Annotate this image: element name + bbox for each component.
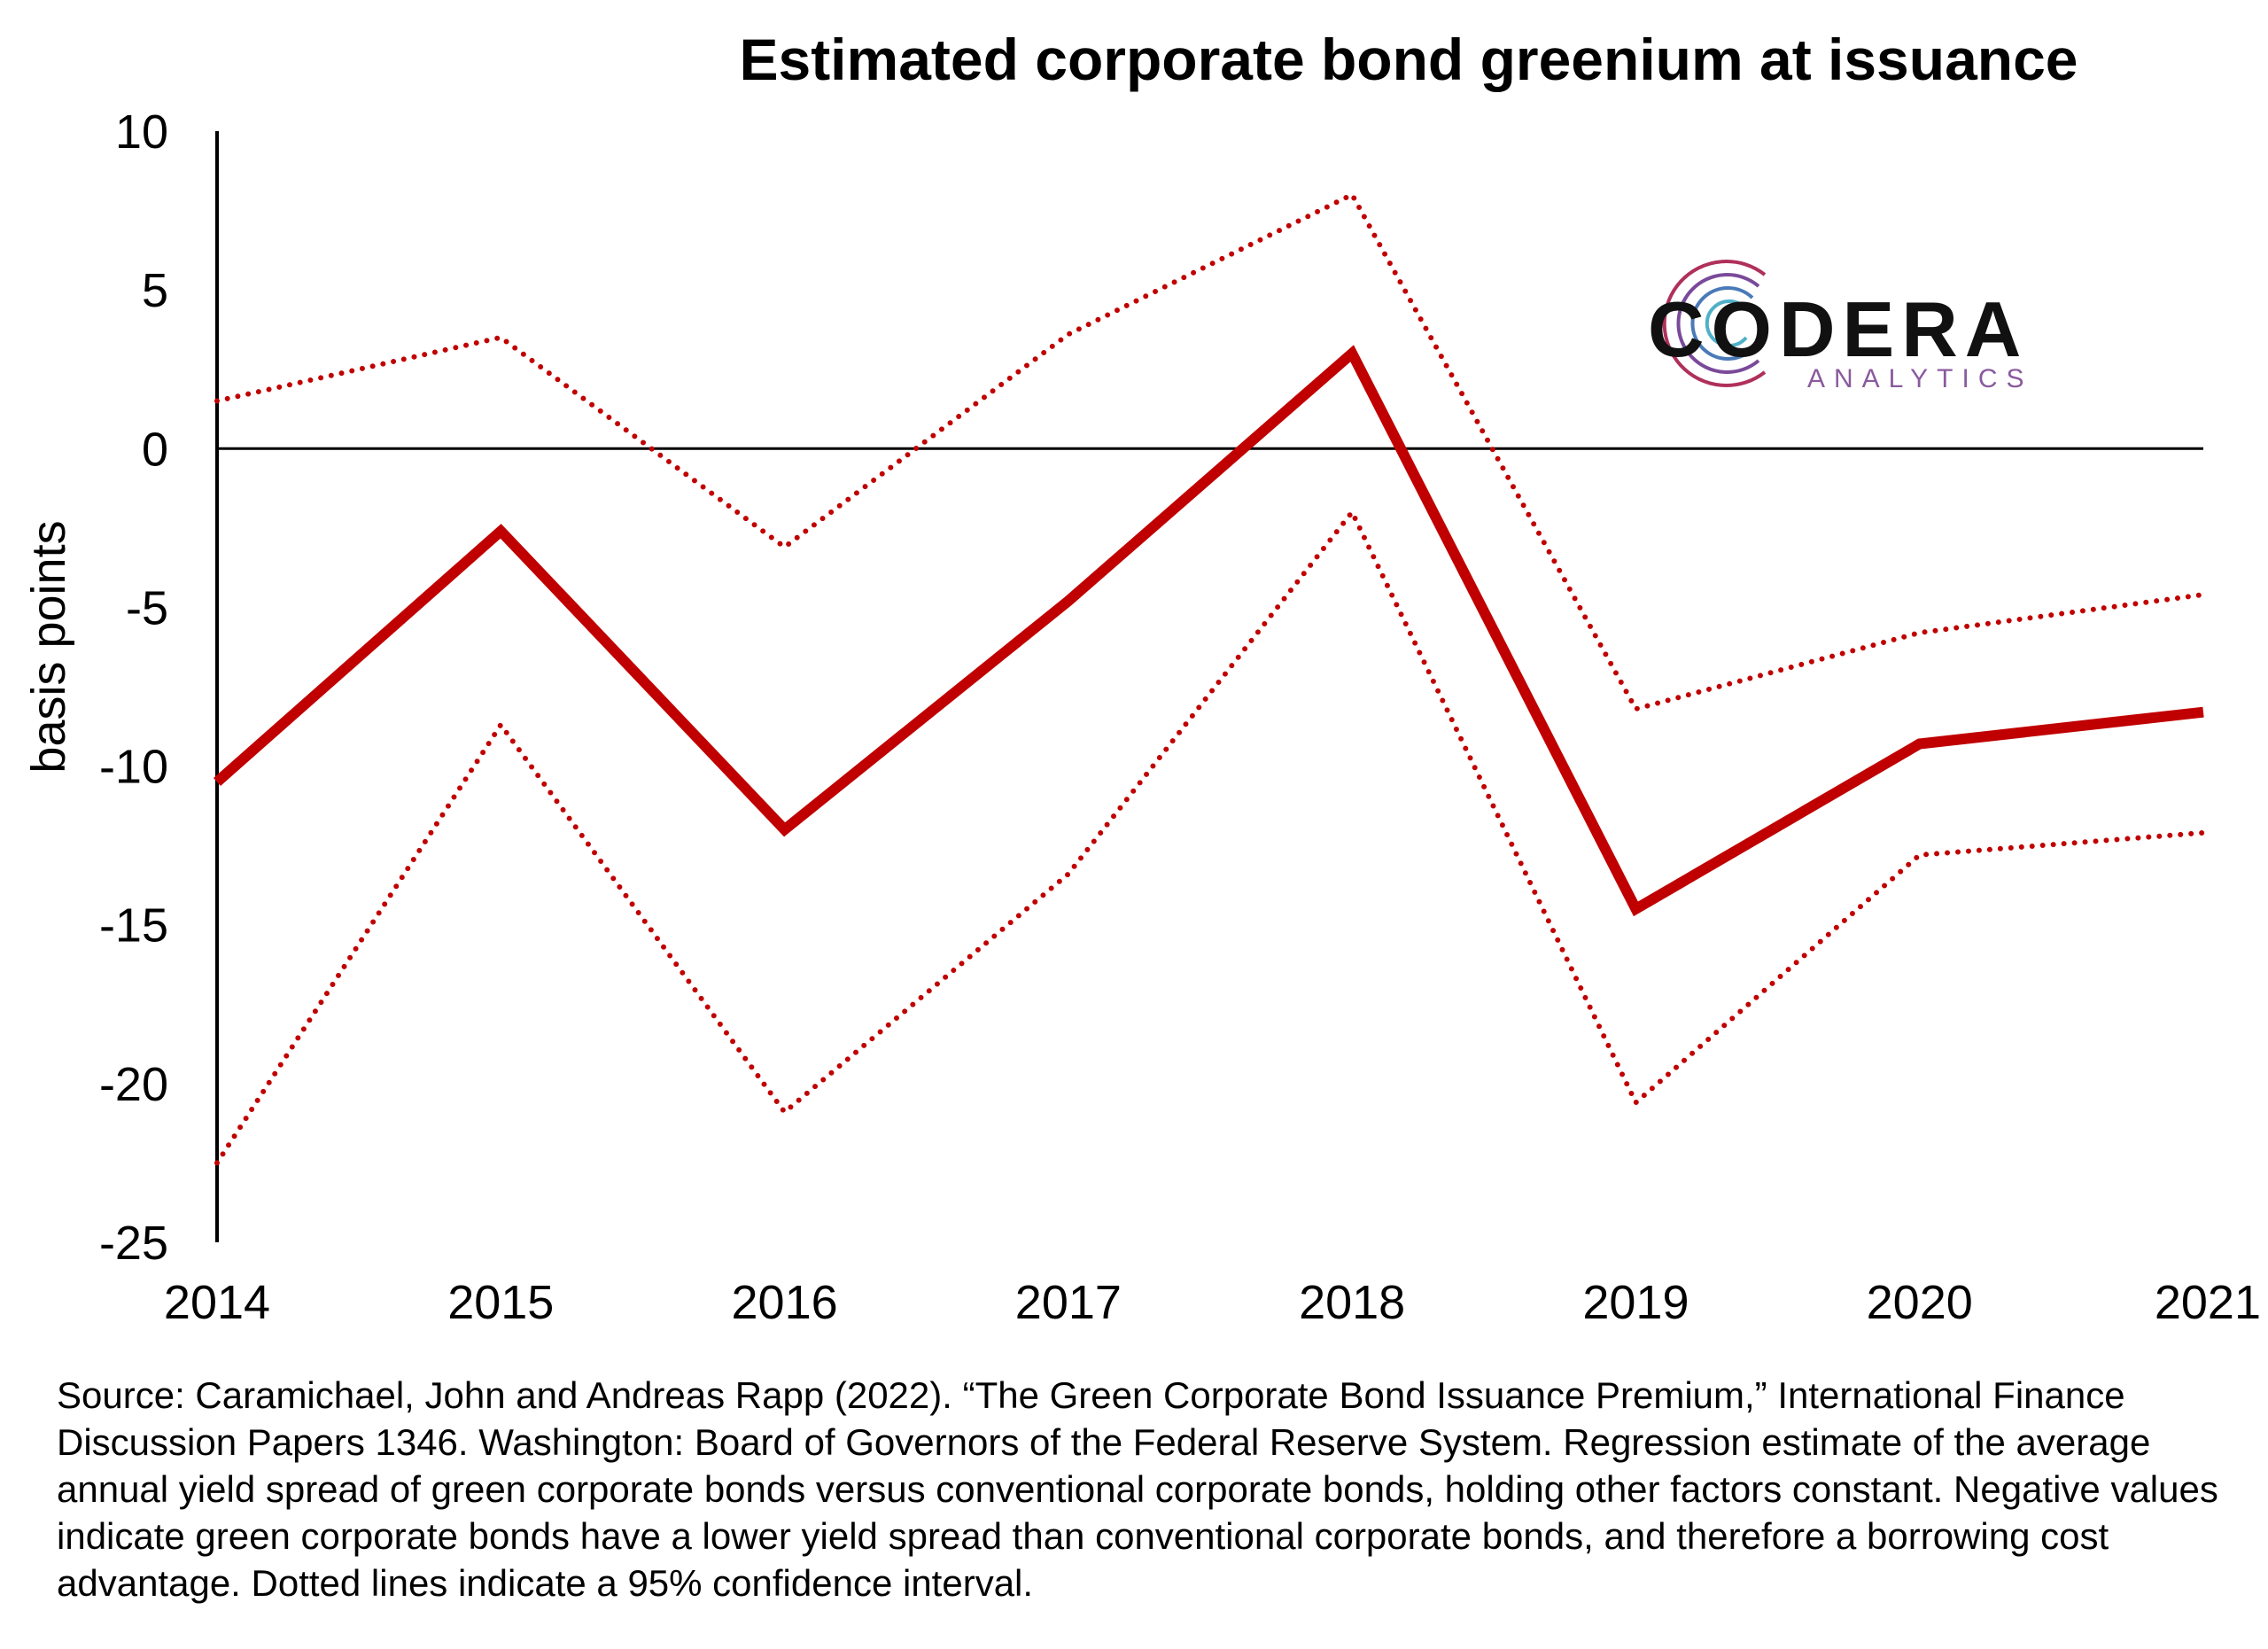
y-tick-labels: 10 5 0 -5 -10 -15 -20 -25 (99, 105, 168, 1270)
logo-subtext: ANALYTICS (1807, 364, 2033, 393)
x-tick-label: 2018 (1299, 1276, 1405, 1329)
confidence-bound-line (214, 191, 2206, 712)
logo-text: CODERA (1648, 285, 2028, 373)
x-tick-label: 2016 (732, 1276, 838, 1329)
y-tick-label: -10 (99, 741, 168, 794)
x-tick-labels: 2014 2015 2016 2017 2018 2019 2020 2021 (164, 1276, 2261, 1329)
axes (215, 131, 2203, 1242)
confidence-bound-line (214, 507, 2206, 1166)
x-tick-label: 2015 (447, 1276, 554, 1329)
series-lines (214, 191, 2206, 1166)
codera-logo: CODERA ANALYTICS (1648, 260, 2033, 393)
logo-arc-icon (1662, 260, 1767, 387)
x-tick-label: 2017 (1015, 1276, 1122, 1329)
x-tick-label: 2020 (1867, 1276, 1973, 1329)
estimate-line (214, 345, 2204, 917)
x-tick-label: 2019 (1582, 1276, 1689, 1329)
y-tick-label: -5 (126, 581, 168, 634)
y-tick-label: 10 (115, 105, 168, 159)
y-tick-label: -15 (99, 899, 168, 953)
x-tick-label: 2021 (2155, 1276, 2261, 1329)
y-tick-label: 5 (142, 264, 168, 317)
source-note: Source: Caramichael, John and Andreas Ra… (57, 1374, 2218, 1604)
y-tick-label: -25 (99, 1217, 168, 1270)
chart-title: Estimated corporate bond greenium at iss… (739, 27, 2078, 92)
y-tick-label: 0 (142, 423, 168, 476)
y-axis-label: basis points (22, 520, 75, 773)
y-tick-label: -20 (99, 1058, 168, 1111)
x-tick-label: 2014 (164, 1276, 270, 1329)
